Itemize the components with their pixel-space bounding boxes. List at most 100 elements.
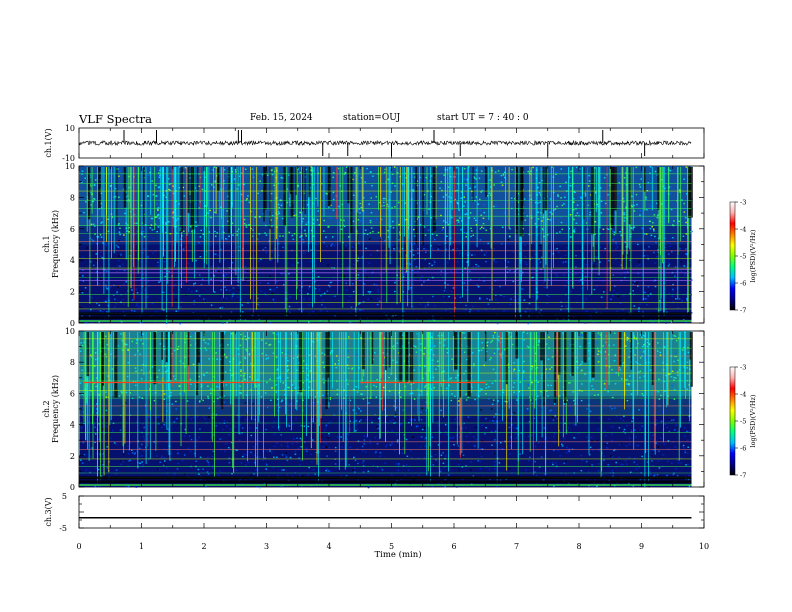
psd-cell <box>107 230 110 232</box>
psd-cell <box>670 485 673 487</box>
psd-cell <box>243 222 246 225</box>
psd-cell <box>302 382 304 384</box>
psd-cell <box>226 425 228 427</box>
psd-cell <box>91 321 93 323</box>
psd-cell <box>450 399 453 402</box>
psd-cell <box>431 436 434 438</box>
psd-cell <box>522 331 525 333</box>
psd-cell <box>120 253 122 255</box>
psd-cell <box>247 337 250 339</box>
psd-cell <box>240 374 242 377</box>
psd-cell <box>645 298 647 300</box>
psd-cell <box>424 258 427 260</box>
psd-cell <box>468 217 471 219</box>
psd-cell <box>626 400 629 402</box>
psd-cell <box>325 424 328 426</box>
psd-cell <box>457 221 460 223</box>
psd-cell <box>411 249 414 251</box>
psd-cell <box>397 265 400 267</box>
psd-cell <box>622 401 625 403</box>
psd-cell <box>513 185 515 187</box>
psd-cell <box>669 192 672 195</box>
psd-cell <box>496 457 499 460</box>
psd-cell <box>275 332 278 335</box>
psd-cell <box>191 230 193 233</box>
psd-cell <box>491 382 494 384</box>
psd-cell <box>619 231 621 233</box>
psd-cell <box>460 238 463 241</box>
psd-cell <box>611 470 614 472</box>
psd-cell <box>549 198 552 200</box>
psd-cell <box>644 285 646 287</box>
psd-cell <box>302 370 305 372</box>
psd-cell <box>484 433 486 435</box>
psd-cell <box>245 199 248 201</box>
psd-cell <box>206 460 209 462</box>
psd-cell <box>221 306 223 309</box>
psd-cell <box>573 230 575 233</box>
psd-cell <box>94 233 96 235</box>
psd-cell <box>657 251 660 253</box>
psd-cell <box>623 200 625 203</box>
psd-cell <box>430 455 433 458</box>
psd-cell <box>547 218 549 220</box>
psd-cell <box>369 193 371 195</box>
psd-cell <box>280 486 283 488</box>
psd-cell <box>404 274 406 276</box>
psd-cell <box>454 395 456 397</box>
psd-cell <box>161 426 163 429</box>
psd-cell <box>399 231 401 233</box>
psd-cell <box>377 298 379 300</box>
psd-cell <box>555 173 557 175</box>
psd-cell <box>378 417 380 420</box>
psd-cell <box>639 264 641 266</box>
psd-cell <box>360 220 362 222</box>
psd-cell <box>318 224 320 226</box>
psd-cell <box>386 362 388 364</box>
psd-cell <box>209 209 211 212</box>
psd-cell <box>549 211 552 214</box>
psd-cell <box>656 202 658 205</box>
psd-cell <box>674 446 676 448</box>
psd-cell <box>470 461 472 463</box>
psd-cell <box>675 424 677 426</box>
psd-cell <box>364 181 366 183</box>
psd-cell <box>334 446 337 449</box>
psd-cell <box>141 397 144 400</box>
psd-cell <box>404 172 406 175</box>
psd-cell <box>664 288 666 290</box>
psd-cell <box>407 469 410 471</box>
psd-cell <box>580 279 582 281</box>
psd-cell <box>494 461 496 463</box>
psd-cell <box>275 391 278 393</box>
psd-cell <box>684 410 687 412</box>
psd-cell <box>299 464 301 466</box>
ch1-waveform-ticks <box>78 128 705 158</box>
psd-cell <box>329 353 332 355</box>
psd-cell <box>107 218 109 220</box>
psd-cell <box>454 306 456 309</box>
psd-cell <box>128 175 130 178</box>
quiet-gap <box>415 167 417 244</box>
psd-cell <box>444 465 447 467</box>
psd-cell <box>271 292 274 295</box>
psd-cell <box>636 445 638 447</box>
psd-cell <box>501 337 503 339</box>
psd-cell <box>639 376 641 379</box>
psd-cell <box>206 371 208 374</box>
psd-cell <box>402 465 405 467</box>
psd-cell <box>300 424 303 427</box>
psd-cell <box>664 187 666 190</box>
psd-cell <box>153 399 156 402</box>
psd-cell <box>363 211 365 214</box>
psd-cell <box>470 483 473 485</box>
psd-cell <box>125 402 127 404</box>
psd-cell <box>634 354 636 356</box>
psd-cell <box>118 222 120 225</box>
psd-cell <box>400 423 402 425</box>
psd-cell <box>163 309 165 311</box>
psd-cell <box>122 461 124 463</box>
psd-cell <box>271 387 273 389</box>
psd-cell <box>452 436 455 439</box>
psd-cell <box>479 297 481 299</box>
